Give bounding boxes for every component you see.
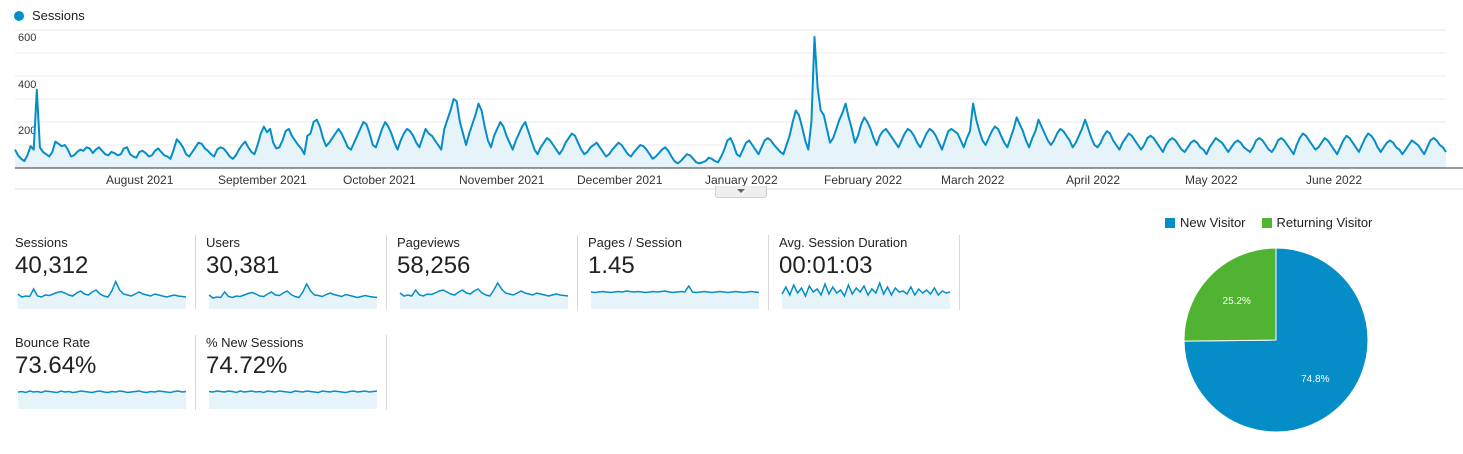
sparkline-area <box>209 391 377 409</box>
metric-users[interactable]: Users 30,381 <box>206 235 387 310</box>
metric-bounce-rate[interactable]: Bounce Rate 73.64% <box>15 335 196 410</box>
metric-label: Users <box>206 235 240 250</box>
x-tick-may-2022: May 2022 <box>1185 173 1238 187</box>
pie-slice-returning-visitor[interactable] <box>1183 247 1277 342</box>
chart-collapse-handle[interactable] <box>715 186 767 198</box>
sparkline-line <box>208 282 378 299</box>
pie-slice-label: 74.8% <box>1301 374 1329 385</box>
x-tick-feb-2022: February 2022 <box>824 173 903 187</box>
y-tick-200: 200 <box>18 125 37 137</box>
chevron-down-icon <box>737 189 745 193</box>
sparkline-area <box>400 283 568 309</box>
x-tick-sep-2021: September 2021 <box>218 173 307 187</box>
metric-value: 73.64% <box>15 352 97 379</box>
metric-label: Pageviews <box>397 235 460 250</box>
visitor-type-pie-chart[interactable]: 74.8% 25.2% <box>1180 244 1372 436</box>
pie-slice-new-visitor[interactable] <box>1183 247 1369 433</box>
metric-value: 30,381 <box>206 252 280 279</box>
sparkline-line <box>399 281 569 297</box>
sessions-legend-dot <box>14 10 24 21</box>
bounce-rate-sparkline <box>17 390 187 409</box>
y-tick-600: 600 <box>18 32 37 44</box>
x-tick-jan-2022: January 2022 <box>705 173 778 187</box>
metric-sessions[interactable]: Sessions 40,312 <box>15 235 196 310</box>
x-tick-jun-2022: June 2022 <box>1306 173 1363 187</box>
sparkline-line <box>781 280 951 298</box>
sparkline-area <box>782 283 950 309</box>
metric-label: % New Sessions <box>206 335 304 350</box>
sparkline-area <box>591 286 759 309</box>
pie-legend-returning-visitor[interactable]: Returning Visitor <box>1261 215 1373 230</box>
metric-label: Pages / Session <box>588 235 682 250</box>
metric-value: 00:01:03 <box>779 252 873 279</box>
new-visitor-legend-label: New Visitor <box>1180 215 1246 230</box>
x-tick-mar-2022: March 2022 <box>941 173 1005 187</box>
sessions-legend-label: Sessions <box>32 8 85 23</box>
pie-legend-new-visitor[interactable]: New Visitor <box>1165 215 1246 230</box>
x-tick-nov-2021: November 2021 <box>459 173 545 187</box>
metric-value: 40,312 <box>15 252 89 279</box>
sessions-sparkline <box>17 279 187 309</box>
sparkline-area <box>209 284 377 309</box>
metric-label: Sessions <box>15 235 68 250</box>
metric-label: Avg. Session Duration <box>779 235 908 250</box>
avg-session-duration-sparkline <box>781 280 951 309</box>
x-tick-apr-2022: April 2022 <box>1066 173 1121 187</box>
sparkline-line <box>17 279 187 298</box>
sessions-series-line <box>14 35 1447 165</box>
new-visitor-swatch <box>1165 217 1175 228</box>
sparkline-line <box>208 390 378 394</box>
pages-per-session-sparkline <box>590 284 760 309</box>
metric-avg-session-duration[interactable]: Avg. Session Duration 00:01:03 <box>779 235 960 310</box>
main-legend: Sessions <box>14 8 85 23</box>
metric-value: 74.72% <box>206 352 288 379</box>
metric-value: 1.45 <box>588 252 635 279</box>
sparkline-area <box>18 391 186 409</box>
y-tick-400: 400 <box>18 79 37 91</box>
x-tick-oct-2021: October 2021 <box>343 173 416 187</box>
sparkline-line <box>590 284 760 294</box>
metric-label: Bounce Rate <box>15 335 91 350</box>
metric-value: 58,256 <box>397 252 471 279</box>
pie-legend: New Visitor Returning Visitor <box>1165 215 1388 230</box>
new-sessions-sparkline <box>208 390 378 409</box>
sessions-line-chart[interactable] <box>0 0 1463 200</box>
returning-visitor-swatch <box>1261 217 1272 228</box>
metric-pages-per-session[interactable]: Pages / Session 1.45 <box>588 235 769 310</box>
returning-visitor-legend-label: Returning Visitor <box>1276 215 1373 230</box>
pageviews-sparkline <box>399 281 569 309</box>
x-tick-aug-2021: August 2021 <box>106 173 174 187</box>
x-tick-dec-2021: December 2021 <box>577 173 663 187</box>
metric-new-sessions[interactable]: % New Sessions 74.72% <box>206 335 387 410</box>
sessions-area <box>15 36 1446 169</box>
metric-pageviews[interactable]: Pageviews 58,256 <box>397 235 578 310</box>
pie-slice-label: 25.2% <box>1223 296 1251 307</box>
sparkline-line <box>17 390 187 394</box>
users-sparkline <box>208 282 378 309</box>
